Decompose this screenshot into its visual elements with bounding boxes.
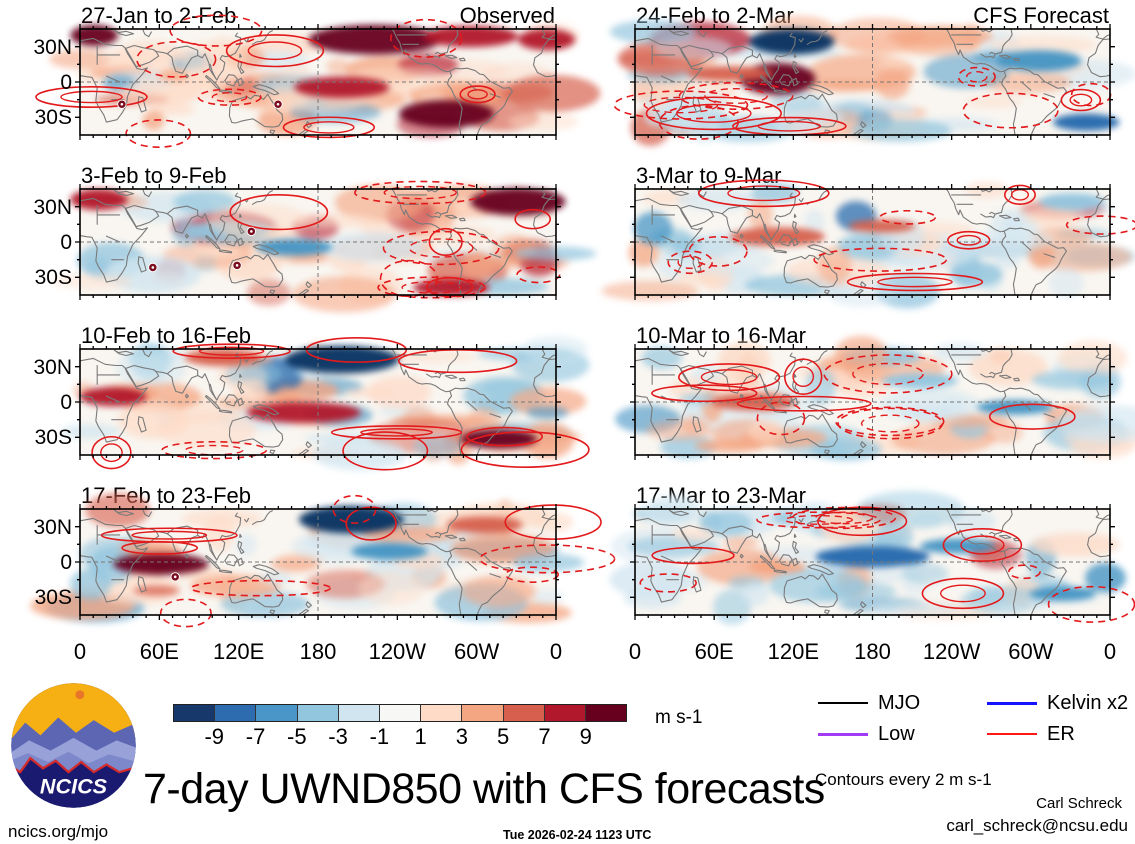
anomaly-map (609, 490, 1135, 625)
colorbar-cell (462, 705, 504, 721)
y-axis-tick-label: 30N (33, 515, 72, 539)
ncics-logo: NCICS (11, 683, 136, 808)
footer-author: Carl Schreck (1036, 795, 1122, 812)
panel-title: 3-Feb to 9-Feb (81, 163, 227, 188)
figure-title: 7-day UWND850 with CFS forecasts (143, 765, 825, 813)
panel-title: 10-Feb to 16-Feb (81, 323, 251, 348)
colorbar-tick-label: -5 (287, 724, 307, 749)
colorbar-cell (585, 705, 627, 721)
colorbar-tick-label: -9 (204, 724, 225, 749)
y-axis-tick-label: 30S (34, 266, 72, 290)
wave-legend: MJO Kelvin x2 Low ER (818, 692, 1128, 745)
legend-line-swatch (818, 702, 868, 704)
colorbar-tick-label: 5 (497, 724, 510, 749)
ncics-logo-text: NCICS (40, 774, 108, 799)
panel-title: 10-Mar to 16-Mar (636, 323, 806, 348)
panel-corner-label: CFS Forecast (973, 3, 1109, 28)
colorbar-units: m s-1 (655, 707, 703, 728)
y-axis-tick-label: 0 (60, 551, 72, 574)
cyclone-marker (170, 572, 180, 582)
colorbar-cell (256, 705, 298, 721)
colorbar-cell (174, 705, 216, 721)
x-axis-tick-label: 60W (454, 639, 500, 664)
y-axis-tick-label: 0 (60, 231, 72, 254)
x-axis-tick-label: 120E (212, 639, 265, 664)
legend-label: Kelvin x2 (1047, 692, 1129, 714)
anomaly-map (609, 15, 1135, 146)
y-axis-tick-label: 30S (34, 426, 72, 450)
y-axis-tick-label: 30N (33, 35, 72, 59)
legend-item-mjo: MJO (818, 692, 987, 714)
y-axis-tick-label: 0 (60, 391, 72, 414)
x-axis-tick-label: 120W (922, 639, 981, 664)
panel-forecast-week3: 10-Mar to 16-Mar (615, 322, 1135, 461)
panel-observed-week1: 27-Jan to 2-Feb Observed (35, 2, 601, 148)
contour-note: Contours every 2 m s-1 (815, 770, 992, 789)
cyclone-marker (117, 99, 127, 109)
colorbar-tick-label: 7 (538, 724, 551, 749)
cyclone-marker (273, 99, 283, 109)
legend-line-swatch (818, 732, 868, 736)
anomaly-map (35, 14, 601, 148)
x-axis-tick-label: 0 (549, 639, 563, 664)
colorbar-tick-label: 9 (579, 724, 592, 749)
colorbar-tick-label: -7 (245, 724, 266, 749)
footer-email: carl_schreck@ncsu.edu (946, 816, 1128, 835)
y-axis-tick-label: 0 (60, 71, 72, 94)
colorbar-cell (379, 705, 422, 721)
legend-label: MJO (878, 692, 921, 714)
panel-corner-label: Observed (459, 3, 555, 28)
colorbar-tick-label: 1 (414, 724, 427, 749)
x-axis-tick-label: 60W (1008, 639, 1054, 664)
colorbar-cell (503, 705, 545, 721)
footer-url: ncics.org/mjo (8, 822, 109, 841)
anomaly-map (30, 492, 616, 628)
legend-label: Low (878, 723, 915, 745)
footer-timestamp: Tue 2026-02-24 1123 UTC (503, 828, 652, 842)
x-axis-tick-label: 0 (73, 639, 87, 664)
legend-line-swatch (987, 701, 1037, 705)
anomaly-map (601, 179, 1135, 309)
colorbar-cell (338, 705, 380, 721)
legend-line-swatch (987, 733, 1037, 735)
y-axis-tick-label: 30N (33, 355, 72, 379)
cyclone-marker (148, 262, 158, 273)
panel-observed-week4: 17-Feb to 23-Feb (30, 482, 616, 628)
anomaly-map (52, 180, 597, 313)
anomaly-map (615, 335, 1135, 461)
anomaly-map (60, 336, 590, 471)
x-axis-tick-label: 0 (1103, 639, 1117, 664)
y-axis-tick-label: 30N (33, 195, 72, 219)
y-axis-tick-label: 30S (34, 106, 72, 130)
colorbar-cell (544, 705, 586, 721)
cyclone-marker (232, 260, 242, 270)
panel-forecast-week4: 17-Mar to 23-Mar (609, 482, 1135, 625)
legend-item-er: ER (987, 723, 1128, 745)
x-axis-tick-label: 120E (767, 639, 820, 664)
y-axis-tick-label: 30S (34, 586, 72, 610)
x-axis-tick-label: 0 (628, 639, 642, 664)
colorbar-cell (297, 705, 339, 721)
x-axis-tick-label: 180 (299, 639, 337, 664)
x-axis-tick-label: 120W (368, 639, 427, 664)
colorbar-tick-label: -1 (369, 724, 390, 749)
colorbar-tick-label: 3 (455, 724, 469, 749)
colorbar-tick-label: -3 (328, 724, 348, 749)
cyclone-marker (246, 226, 257, 237)
x-axis-tick-label: 180 (854, 639, 891, 664)
colorbar (173, 704, 627, 722)
panel-observed-week3: 10-Feb to 16-Feb (60, 322, 590, 471)
panel-forecast-week2: 3-Mar to 9-Mar (601, 162, 1135, 309)
legend-item-kelvin-x2: Kelvin x2 (987, 692, 1128, 714)
x-axis-tick-label: 60E (139, 639, 179, 664)
legend-label: ER (1047, 723, 1075, 745)
panel-title: 3-Mar to 9-Mar (636, 163, 782, 188)
x-axis-tick-label: 60E (694, 639, 734, 664)
colorbar-cell (215, 705, 257, 721)
legend-item-low: Low (818, 723, 987, 745)
panel-forecast-week1: 24-Feb to 2-Mar CFS Forecast (609, 2, 1135, 146)
panel-observed-week2: 3-Feb to 9-Feb (52, 162, 597, 313)
colorbar-cell (421, 705, 463, 721)
